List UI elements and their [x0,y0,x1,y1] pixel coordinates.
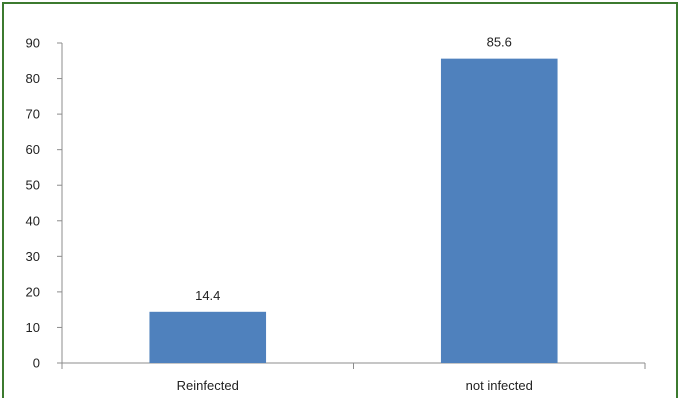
data-label: 14.4 [195,288,220,303]
bar-reinfected [149,311,267,363]
y-tick-label: 0 [33,356,40,371]
y-tick-label: 30 [26,249,40,264]
y-tick-label: 60 [26,142,40,157]
x-axis: Reinfected not infected [61,362,646,393]
x-category-label: Reinfected [177,378,239,393]
y-tick-label: 90 [26,36,40,51]
data-labels: 14.4 85.6 [195,35,512,303]
y-tick-label: 10 [26,320,40,335]
bar-not-infected [440,58,558,364]
y-axis: 0 10 20 30 40 50 60 70 80 90 [26,36,63,371]
y-tick-label: 20 [26,284,40,299]
y-tick-label: 40 [26,213,40,228]
y-tick-label: 50 [26,178,40,193]
bars [149,58,558,364]
y-tick-label: 80 [26,71,40,86]
data-label: 85.6 [487,35,512,50]
y-tick-label: 70 [26,107,40,122]
chart-frame [2,2,678,398]
x-category-label: not infected [466,378,533,393]
